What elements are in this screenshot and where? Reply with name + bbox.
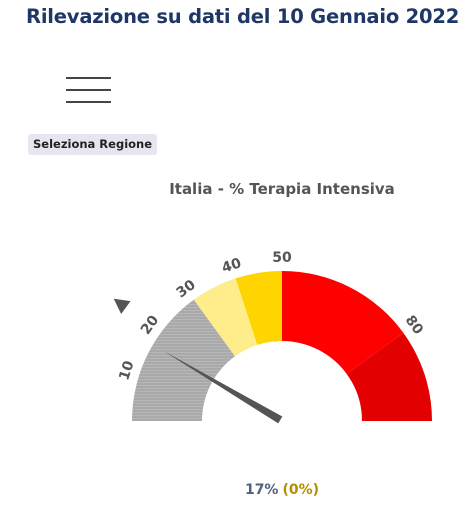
tick-label-40: 40 bbox=[220, 255, 244, 276]
select-region-button[interactable]: Seleziona Regione bbox=[28, 134, 158, 155]
gauge-title: Italia - % Terapia Intensiva bbox=[169, 180, 395, 198]
gauge-needle bbox=[163, 350, 283, 424]
tick-label-80: 80 bbox=[402, 313, 427, 338]
gauge-band-light-yellow bbox=[193, 278, 258, 357]
gauge-readout: 17% (0%) bbox=[245, 482, 319, 498]
tick-label-10: 10 bbox=[116, 359, 137, 383]
gauge-needle-shape bbox=[163, 350, 283, 424]
gauge-band-red bbox=[282, 271, 404, 374]
gauge-change: (0%) bbox=[282, 482, 319, 498]
gauge-band-yellow bbox=[235, 271, 282, 345]
gauge-band-gray bbox=[132, 299, 235, 421]
menu-bar bbox=[66, 101, 111, 103]
tick-label-50: 50 bbox=[272, 250, 292, 266]
gauge-band-dark-red bbox=[346, 332, 432, 421]
gauge-bands bbox=[132, 271, 432, 421]
gauge-value: 17% bbox=[245, 482, 279, 498]
tick-label-20: 20 bbox=[138, 312, 163, 337]
menu-bar bbox=[66, 77, 111, 79]
hamburger-menu-icon[interactable] bbox=[60, 74, 116, 108]
page-title: Rilevazione su dati del 10 Gennaio 2022 bbox=[26, 5, 460, 28]
gauge-marker bbox=[113, 298, 131, 315]
tick-label-30: 30 bbox=[174, 277, 199, 302]
menu-bar bbox=[66, 89, 111, 91]
gauge-marker-triangle bbox=[113, 298, 131, 315]
